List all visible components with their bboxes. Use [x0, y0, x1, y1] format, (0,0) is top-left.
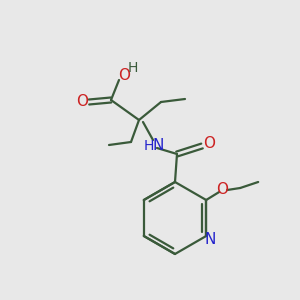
Text: H: H	[144, 139, 154, 153]
Text: O: O	[118, 68, 130, 82]
Text: O: O	[203, 136, 215, 152]
Text: O: O	[76, 94, 88, 110]
Text: N: N	[205, 232, 216, 247]
Text: N: N	[152, 139, 164, 154]
Text: O: O	[216, 182, 228, 197]
Text: H: H	[128, 61, 138, 75]
